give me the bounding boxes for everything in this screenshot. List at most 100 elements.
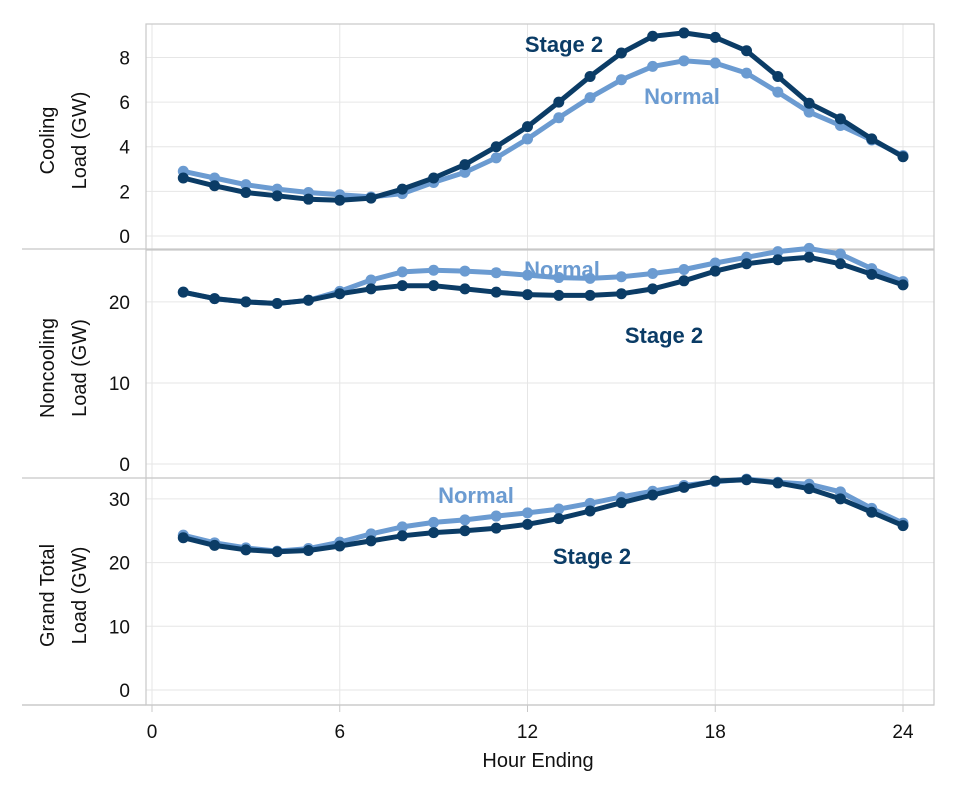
data-point [396,183,408,195]
data-point [490,267,502,279]
data-point [302,193,314,205]
y-axis-title: Cooling [37,107,59,175]
data-point [459,159,471,171]
x-tick-label: 0 [147,722,158,743]
data-point [647,30,659,42]
data-point [522,133,533,145]
data-point [490,510,502,522]
data-point [271,546,283,558]
data-point [772,477,784,489]
series-label: Normal [644,84,720,109]
gridlines [146,24,934,705]
data-point [709,57,721,69]
panel-frame [145,249,935,479]
data-point [584,272,596,284]
data-point [897,151,909,163]
data-point [615,271,627,283]
x-tick-label: 6 [334,722,345,743]
x-axis-title: Hour Ending [482,750,593,772]
data-point [803,106,815,118]
data-point [302,544,314,556]
data-point [709,257,721,269]
x-tick-label: 24 [892,722,914,743]
data-point [803,97,815,109]
data-point [741,474,753,486]
data-point [240,186,252,198]
data-point [647,268,659,280]
data-point [490,141,502,153]
data-point [365,535,377,547]
data-point [522,121,533,133]
data-point [709,31,721,43]
data-point [834,258,846,270]
panel-frame [145,23,935,250]
data-point [772,254,784,266]
series-line-stage-2 [182,30,905,203]
data-point [803,242,815,254]
data-point [553,289,565,301]
data-point [615,74,627,86]
y-axis-title: Noncooling [37,318,59,418]
data-point [772,86,784,98]
data-point [428,264,440,276]
y-tick-label: 10 [109,374,130,395]
series-label: Normal [524,257,600,282]
data-point [490,286,502,298]
data-point [615,47,627,59]
x-tick-label: 18 [705,722,726,743]
data-point [209,180,221,192]
y-axis-title: Load (GW) [69,547,91,645]
data-point [522,269,533,281]
data-point [553,112,565,124]
series-lines [177,27,909,558]
y-tick-label: 0 [119,455,130,476]
data-point [459,166,471,178]
data-point [396,521,408,533]
y-tick-label: 6 [119,93,130,114]
y-tick-label: 2 [119,182,130,203]
series-line-normal [182,476,905,554]
data-point [490,522,502,534]
y-axis-title: Grand Total [37,544,59,647]
data-point [271,298,283,309]
data-point [365,283,377,295]
data-point [428,527,440,539]
y-axis-title: Load (GW) [69,319,91,417]
data-point [584,497,596,509]
y-tick-label: 10 [109,617,130,638]
data-point [302,294,314,306]
data-point [459,525,471,537]
data-point [678,263,690,275]
data-point [396,530,408,542]
series-line-stage-2 [182,477,904,555]
y-tick-label: 0 [119,227,130,248]
data-point [271,190,283,202]
data-point [647,283,659,295]
data-point [522,289,533,301]
data-point [678,55,690,67]
data-point [803,483,815,495]
data-point [365,274,377,286]
panel-frames [22,23,935,712]
data-point [240,296,252,308]
y-tick-label: 20 [109,293,130,314]
data-point [490,152,502,164]
data-point [553,513,565,525]
data-point [584,70,596,82]
x-tick-label: 12 [517,722,538,743]
data-point [866,268,878,280]
data-point [834,248,846,260]
data-point [584,92,596,104]
data-point [647,489,659,501]
data-point [428,172,440,184]
data-point [396,280,408,292]
data-point [177,286,189,298]
data-point [772,70,784,82]
data-point [615,288,627,300]
data-point [553,96,565,108]
data-point [803,251,815,263]
y-tick-label: 20 [109,554,130,575]
data-point [741,258,753,270]
y-axis-title: Load (GW) [69,92,91,190]
data-point [615,497,627,509]
